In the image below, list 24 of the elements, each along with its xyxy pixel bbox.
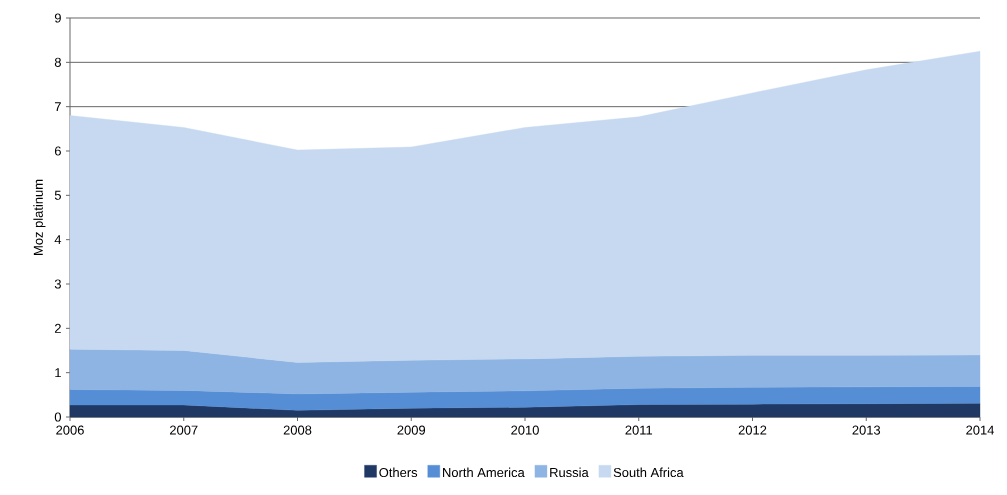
x-tick-label: 2007 (170, 425, 198, 435)
x-tick-label: 2011 (625, 425, 653, 435)
y-tick-label: 3 (54, 279, 61, 289)
y-tick-label: 4 (54, 235, 62, 245)
x-tick-label: 2013 (852, 425, 881, 435)
y-tick-label: 7 (54, 102, 61, 112)
legend-label: North America (443, 467, 525, 478)
y-tick-label: 2 (54, 323, 61, 333)
y-tick-label: 5 (54, 190, 61, 200)
y-axis-title: Moz platinum (33, 179, 46, 255)
x-tick-label: 2010 (511, 425, 539, 435)
legend-label: South Africa (613, 467, 684, 478)
y-tick-label: 6 (54, 146, 61, 156)
y-tick-label: 0 (54, 412, 61, 422)
legend-label: Russia (550, 467, 589, 478)
x-tick-label: 2009 (397, 425, 426, 435)
x-tick-label: 2012 (738, 425, 767, 435)
x-tick-label: 2014 (966, 425, 995, 435)
legend-label: Others (379, 467, 418, 478)
y-tick-label: 9 (54, 13, 61, 23)
x-tick-label: 2006 (56, 425, 84, 435)
y-tick-label: 8 (54, 57, 61, 67)
y-tick-label: 1 (55, 368, 61, 378)
x-tick-label: 2008 (283, 425, 312, 435)
